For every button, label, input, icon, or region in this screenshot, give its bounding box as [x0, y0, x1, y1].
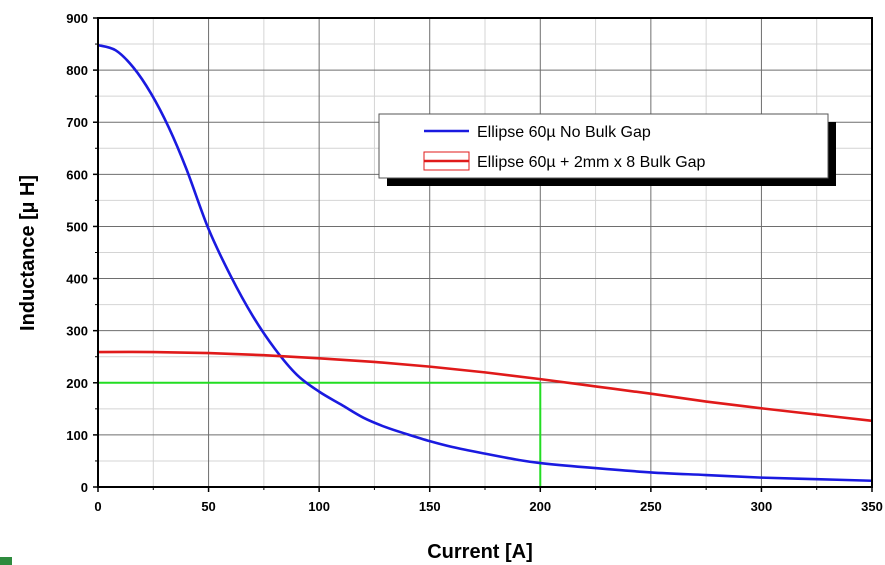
x-tick-label: 150 — [419, 499, 441, 514]
y-axis-title: Inductance [µ H] — [17, 175, 39, 331]
axis-ticks: 0 50 100 150 200 250 300 350 0 100 200 300 400 500 600… — [66, 11, 883, 514]
y-tick-label: 100 — [66, 428, 88, 443]
x-tick-label: 0 — [94, 499, 101, 514]
x-tick-label: 100 — [308, 499, 330, 514]
y-tick-label: 0 — [81, 480, 88, 495]
series-line-no-bulk-gap — [97, 43, 873, 483]
y-tick-label: 600 — [66, 167, 88, 182]
data-series — [97, 43, 873, 483]
corner-mark — [0, 557, 12, 565]
x-tick-label: 250 — [640, 499, 662, 514]
y-tick-label: 500 — [66, 219, 88, 234]
y-tick-label: 400 — [66, 272, 88, 287]
y-tick-label: 200 — [66, 376, 88, 391]
legend: Ellipse 60µ No Bulk Gap Ellipse 60µ + 2mm… — [378, 113, 836, 186]
x-tick-label: 50 — [201, 499, 215, 514]
legend-label: Ellipse 60µ No Bulk Gap — [477, 124, 651, 141]
x-tick-label: 350 — [861, 499, 883, 514]
y-tick-label: 300 — [66, 324, 88, 339]
series-line-bulk-gap — [97, 350, 873, 423]
y-tick-label: 800 — [66, 63, 88, 78]
legend-label: Ellipse 60µ + 2mm x 8 Bulk Gap — [477, 154, 706, 171]
minor-gridlines — [98, 18, 872, 487]
x-axis-title: Current [A] — [427, 541, 533, 563]
x-tick-label: 300 — [751, 499, 773, 514]
y-tick-label: 900 — [66, 11, 88, 26]
x-tick-label: 200 — [529, 499, 551, 514]
reference-lines — [98, 381, 542, 487]
y-tick-label: 700 — [66, 115, 88, 130]
